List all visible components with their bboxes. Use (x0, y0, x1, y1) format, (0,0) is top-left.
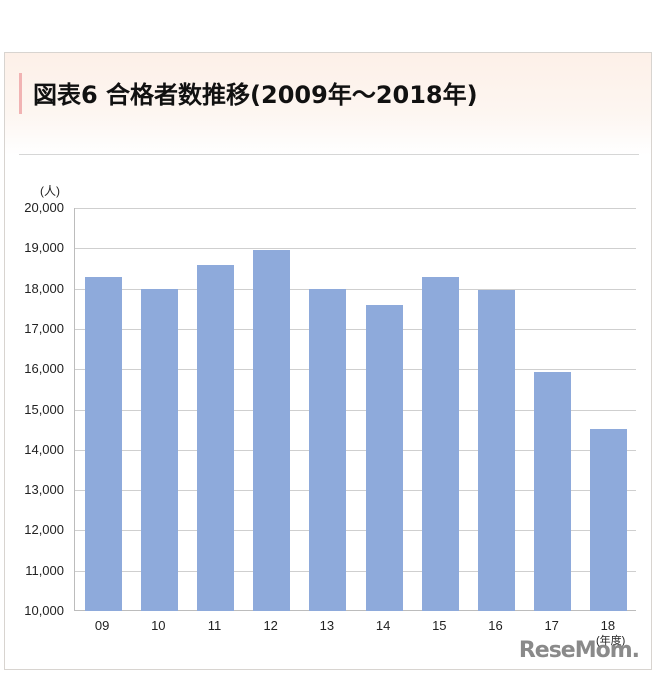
bar-16 (478, 289, 515, 611)
y-tick-label: 13,000 (24, 482, 64, 498)
chart-title: 図表6 合格者数推移(2009年～2018年) (33, 81, 478, 109)
bar-11 (197, 265, 234, 611)
x-tick-label: 14 (375, 618, 391, 633)
y-tick-label: 14,000 (24, 441, 64, 457)
x-tick-label: 15 (432, 618, 447, 633)
header-divider (19, 154, 639, 155)
y-tick-label: 18,000 (24, 280, 64, 296)
bar-15 (421, 276, 459, 611)
gridline (75, 449, 636, 451)
title-accent-bar (19, 73, 22, 114)
y-tick-label: 12,000 (24, 522, 64, 538)
bar-10 (140, 289, 178, 611)
gridline (75, 288, 636, 290)
x-tick-label: 10 (151, 618, 166, 633)
chart-header: 図表6 合格者数推移(2009年～2018年) (5, 53, 651, 155)
x-tick-label: 12 (263, 618, 278, 633)
bar-13 (309, 289, 347, 611)
y-tick-label: 20,000 (24, 200, 64, 215)
gridline (75, 490, 636, 492)
x-tick-label: 13 (319, 618, 335, 633)
gridline (75, 208, 636, 209)
y-tick-label: 15,000 (24, 401, 64, 417)
gridline (75, 409, 636, 411)
y-tick-label: 19,000 (24, 240, 64, 256)
bar-12 (253, 249, 291, 611)
y-tick-label: 16,000 (24, 361, 64, 377)
gridline (75, 570, 636, 572)
x-tick-label: 18 (600, 618, 616, 633)
y-axis-unit: (人) (40, 184, 60, 198)
bar-14 (365, 304, 403, 611)
y-tick-label: 17,000 (24, 320, 64, 336)
x-tick-label: 09 (94, 618, 110, 633)
x-tick-label: 17 (544, 618, 559, 633)
gridline (75, 530, 636, 532)
resemom-logo: ReseMom. (518, 638, 640, 663)
x-tick-label: 11 (207, 618, 222, 633)
bar-17 (534, 372, 572, 611)
plot-area (74, 208, 636, 611)
bar-18 (590, 428, 628, 611)
x-axis-line (75, 610, 636, 611)
y-tick-label: 11,000 (25, 562, 64, 578)
gridline (75, 369, 636, 371)
x-axis-unit: (年度) (596, 635, 626, 647)
bar-09 (84, 276, 122, 611)
gridline (75, 328, 636, 330)
gridline (75, 248, 636, 250)
x-tick-label: 16 (488, 618, 503, 633)
y-tick-label: 10,000 (24, 603, 64, 618)
